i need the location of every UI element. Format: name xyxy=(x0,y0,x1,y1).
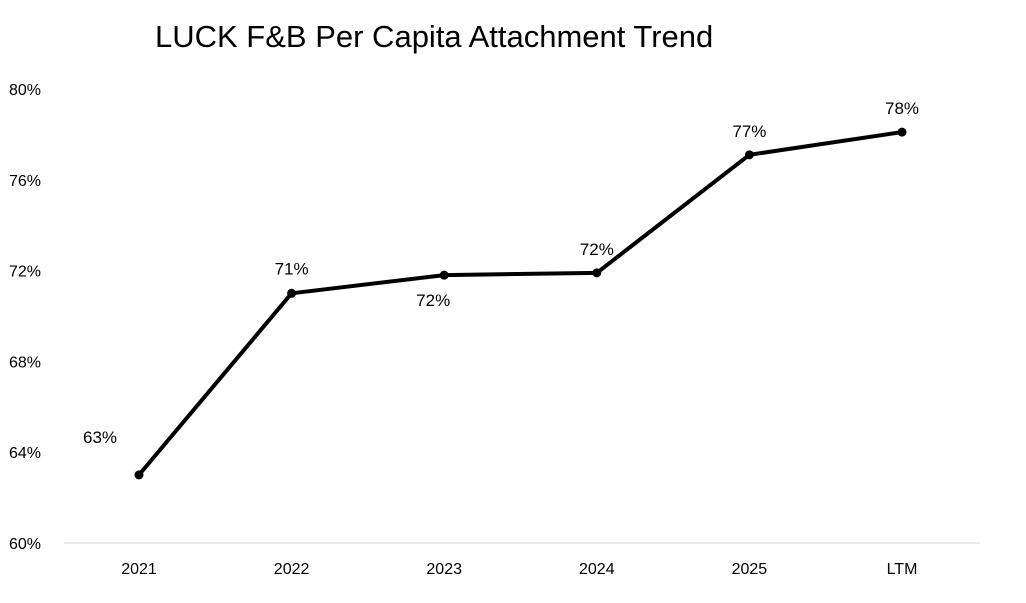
data-label: 78% xyxy=(885,99,919,118)
data-label: 77% xyxy=(732,122,766,141)
x-tick-label: LTM xyxy=(887,561,918,578)
y-tick-label: 76% xyxy=(9,173,41,190)
data-label: 71% xyxy=(275,259,309,278)
x-tick-label: 2023 xyxy=(426,561,462,578)
x-tick-label: 2024 xyxy=(579,561,615,578)
series-line xyxy=(137,130,904,477)
data-point xyxy=(744,150,754,160)
data-point xyxy=(592,268,602,278)
x-tick-label: 2025 xyxy=(732,561,768,578)
data-point xyxy=(287,288,297,298)
data-label: 72% xyxy=(580,240,614,259)
y-axis-tick-labels: 60% 64% 68% 72% 76% 80% xyxy=(9,82,41,553)
data-point xyxy=(134,470,144,480)
y-tick-label: 68% xyxy=(9,354,41,371)
series-layer: 63% 71% 72% 72% 77% 78% xyxy=(83,99,919,480)
y-tick-label: 64% xyxy=(9,445,41,462)
x-tick-label: 2022 xyxy=(274,561,310,578)
data-point xyxy=(897,127,907,137)
data-label: 63% xyxy=(83,428,117,447)
chart-title: LUCK F&B Per Capita Attachment Trend xyxy=(155,19,714,54)
x-tick-label: 2021 xyxy=(121,561,157,578)
y-tick-label: 60% xyxy=(9,536,41,553)
x-axis-tick-labels: 2021 2022 2023 2024 2025 LTM xyxy=(121,561,917,578)
y-tick-label: 72% xyxy=(9,264,41,281)
data-label: 72% xyxy=(416,291,450,310)
data-point xyxy=(439,270,449,280)
y-tick-label: 80% xyxy=(9,82,41,99)
